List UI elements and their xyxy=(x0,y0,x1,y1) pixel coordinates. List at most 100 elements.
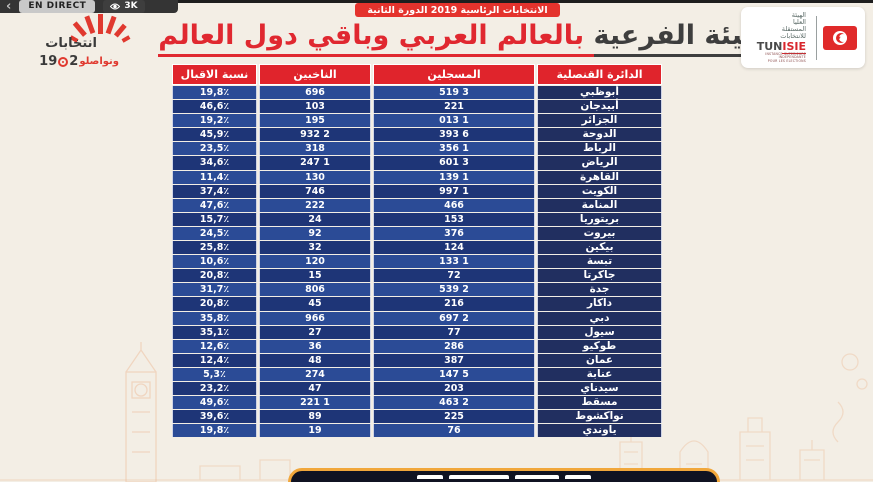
table-cell: 153 xyxy=(373,212,535,226)
results-table: الدائرة القنصلية المسجلين الناخبين نسبة … xyxy=(172,64,662,438)
table-cell: 3 519 xyxy=(373,86,535,100)
table-cell: 45,9٪ xyxy=(172,128,257,142)
table-cell: 203 xyxy=(373,381,535,396)
table-cell: 48 xyxy=(259,353,371,367)
page-title: الهيئة الفرعية بالعالم العربي وباقي دول … xyxy=(158,20,780,57)
banner-clipped-text xyxy=(565,475,591,479)
table-cell: 32 xyxy=(259,241,371,255)
table-cell: مسقط xyxy=(537,396,662,410)
table-cell: بيروت xyxy=(537,226,662,241)
table-cell: 225 xyxy=(373,410,535,424)
table-cell: 216 xyxy=(373,297,535,311)
banner-clipped-text xyxy=(417,475,443,479)
table-row: الدوحة 6 393 2 932 45,9٪ xyxy=(172,128,662,142)
isie-brand: TUNISIE xyxy=(744,39,806,54)
table-cell: 39,6٪ xyxy=(172,410,257,424)
table-cell: الرياض xyxy=(537,156,662,170)
table-cell: الجزائر xyxy=(537,114,662,128)
table-cell: 27 xyxy=(259,325,371,339)
table-row: بيكين 124 32 25,8٪ xyxy=(172,241,662,255)
table-cell: 2 932 xyxy=(259,128,371,142)
table-cell: سيول xyxy=(537,325,662,339)
table-cell: 696 xyxy=(259,86,371,100)
table-row: طوكيو 286 36 12,6٪ xyxy=(172,339,662,353)
table-row: سيدناي 203 47 23,2٪ xyxy=(172,381,662,396)
eye-icon xyxy=(110,3,121,10)
table-row: الكويت 1 997 746 37,4٪ xyxy=(172,184,662,198)
table-cell: 36 xyxy=(259,339,371,353)
live-badge: EN DIRECT xyxy=(19,0,96,13)
table-row: مسقط 2 463 1 221 49,6٪ xyxy=(172,396,662,410)
table-cell: 46,6٪ xyxy=(172,100,257,114)
table-cell: 1 013 xyxy=(373,114,535,128)
isie-arabic-line: الهيئة xyxy=(791,10,806,19)
table-cell: 195 xyxy=(259,114,371,128)
table-cell: عمان xyxy=(537,353,662,367)
table-row: سيول 77 27 35,1٪ xyxy=(172,325,662,339)
table-cell: تبسة xyxy=(537,255,662,269)
column-header-voters: الناخبين xyxy=(259,64,371,85)
table-row: ياوندي 76 19 19,8٪ xyxy=(172,424,662,438)
table-cell: 5,3٪ xyxy=(172,367,257,381)
table-header-row: الدائرة القنصلية المسجلين الناخبين نسبة … xyxy=(172,64,662,85)
table-cell: 746 xyxy=(259,184,371,198)
banner-clipped-text xyxy=(515,475,559,479)
table-cell: 12,4٪ xyxy=(172,353,257,367)
isie-divider xyxy=(816,15,817,60)
table-cell: 20,8٪ xyxy=(172,297,257,311)
table-row: أبيدجان 221 103 46,6٪ xyxy=(172,100,662,114)
table-cell: 47,6٪ xyxy=(172,198,257,212)
table-cell: ياوندي xyxy=(537,424,662,438)
table-cell: 72 xyxy=(373,269,535,283)
table-row: نواكشوط 225 89 39,6٪ xyxy=(172,410,662,424)
table-cell: 1 221 xyxy=(259,396,371,410)
table-row: الجزائر 1 013 195 19,2٪ xyxy=(172,114,662,128)
isie-caption-line: POUR LES ELECTIONS xyxy=(767,58,806,63)
table-body: أبوظبي 3 519 696 19,8٪ أبيدجان 221 103 46,6٪ الج… xyxy=(172,86,662,438)
table-cell: 19,8٪ xyxy=(172,424,257,438)
table-cell: طوكيو xyxy=(537,339,662,353)
table-cell: 31,7٪ xyxy=(172,283,257,297)
table-cell: 1 247 xyxy=(259,156,371,170)
isie-arabic-line: المستقلة xyxy=(781,24,806,33)
table-cell: 23,5٪ xyxy=(172,142,257,156)
logo-word-intikhabat: انتخابات xyxy=(45,36,97,51)
table-cell: سيدناي xyxy=(537,381,662,396)
table-cell: 3 601 xyxy=(373,156,535,170)
table-row: بيروت 376 92 24,5٪ xyxy=(172,226,662,241)
table-row: القاهرة 1 139 130 11,4٪ xyxy=(172,170,662,184)
table-cell: 19,2٪ xyxy=(172,114,257,128)
table-cell: 76 xyxy=(373,424,535,438)
table-row: تبسة 1 133 120 10,6٪ xyxy=(172,255,662,269)
table-cell: 2 463 xyxy=(373,396,535,410)
table-cell: 37,4٪ xyxy=(172,184,257,198)
table-cell: 806 xyxy=(259,283,371,297)
logo-year-19: 19 xyxy=(39,54,58,69)
table-cell: 47 xyxy=(259,381,371,396)
table-cell: 25,8٪ xyxy=(172,241,257,255)
table-cell: 34,6٪ xyxy=(172,156,257,170)
table-cell: 130 xyxy=(259,170,371,184)
table-cell: الدوحة xyxy=(537,128,662,142)
table-cell: 92 xyxy=(259,226,371,241)
back-icon[interactable]: ‹ xyxy=(6,0,12,14)
bottom-banner xyxy=(288,468,720,482)
table-cell: 120 xyxy=(259,255,371,269)
table-cell: 15 xyxy=(259,269,371,283)
table-row: الرباط 1 356 318 23,5٪ xyxy=(172,142,662,156)
elections-2019-logo: انتخابات ونواصلو 2 19 xyxy=(14,14,139,76)
logo-year-2: 2 xyxy=(69,54,79,69)
table-cell: 1 997 xyxy=(373,184,535,198)
table-cell: 966 xyxy=(259,311,371,325)
table-cell: القاهرة xyxy=(537,170,662,184)
table-cell: 15,7٪ xyxy=(172,212,257,226)
table-cell: 286 xyxy=(373,339,535,353)
viewer-count: 3K xyxy=(124,1,138,11)
table-cell: 12,6٪ xyxy=(172,339,257,353)
election-round-badge: الانتخابات الرئاسية 2019 الدورة الثانية xyxy=(355,3,560,17)
table-cell: 2 539 xyxy=(373,283,535,297)
table-cell: 221 xyxy=(373,100,535,114)
table-cell: المنامة xyxy=(537,198,662,212)
table-cell: جدة xyxy=(537,283,662,297)
